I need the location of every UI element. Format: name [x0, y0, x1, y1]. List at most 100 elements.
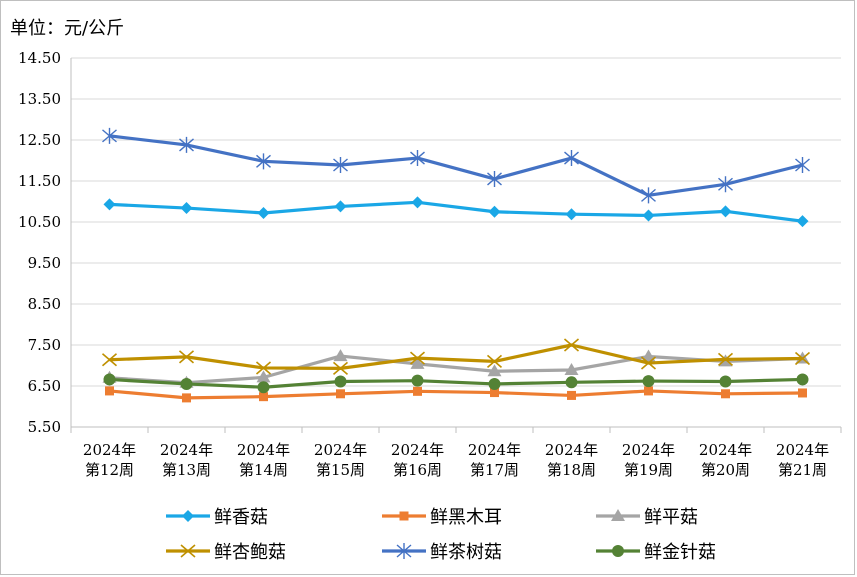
- data-point: [488, 205, 501, 218]
- legend-item: 鲜香菇: [166, 507, 268, 528]
- unit-label: 单位：元/公斤: [10, 18, 125, 39]
- data-point: [256, 370, 271, 383]
- legend-label: 鲜香菇: [214, 507, 268, 528]
- legend-label: 鲜金针菇: [644, 542, 716, 563]
- data-point: [490, 388, 499, 398]
- legend-label: 鲜平菇: [644, 507, 698, 528]
- data-point: [641, 349, 656, 362]
- x-tick-label: 2024年第21周: [776, 441, 829, 479]
- data-point: [180, 377, 193, 390]
- legend-marker: [612, 545, 624, 557]
- data-point: [564, 363, 579, 376]
- data-point: [180, 202, 193, 215]
- data-point: [411, 374, 424, 387]
- data-point: [102, 127, 117, 144]
- data-point: [642, 209, 655, 222]
- x-tick-label: 2024年第12周: [83, 441, 136, 479]
- series-line: [109, 134, 803, 197]
- data-point: [333, 157, 348, 174]
- x-tick-label: 2024年第18周: [545, 441, 598, 479]
- legend-label: 鲜黑木耳: [430, 507, 502, 528]
- legend-item: 鲜黑木耳: [382, 507, 502, 528]
- series-layer: [101, 127, 811, 403]
- data-point: [410, 356, 425, 369]
- x-tick-label: 2024年第19周: [622, 441, 675, 479]
- data-point: [178, 350, 195, 364]
- series-4: [102, 127, 810, 204]
- legend-marker: [399, 511, 409, 521]
- legend-marker: [182, 510, 194, 522]
- series-0: [103, 196, 809, 228]
- data-point: [640, 356, 657, 370]
- y-tick-label: 11.50: [18, 172, 61, 190]
- series-line: [109, 354, 803, 385]
- legend-item: 鲜茶树菇: [382, 542, 502, 563]
- data-point: [336, 389, 345, 399]
- axes: 5.50 6.50 7.50 8.50 9.50 10.50 11.50 12.50 13.50…: [18, 49, 842, 479]
- legend-item: 鲜平菇: [596, 507, 698, 528]
- legend-label: 鲜杏鲍菇: [214, 542, 286, 563]
- data-point: [105, 386, 114, 396]
- data-point: [795, 157, 810, 174]
- y-tick-label: 10.50: [18, 213, 61, 231]
- data-point: [101, 353, 118, 367]
- y-tick-label: 6.50: [28, 377, 61, 395]
- data-point: [796, 215, 809, 228]
- data-point: [565, 376, 578, 389]
- y-tick-label: 12.50: [18, 131, 61, 149]
- data-point: [719, 205, 732, 218]
- data-point: [257, 206, 270, 219]
- x-tick-label: 2024年第17周: [468, 441, 521, 479]
- data-point: [487, 170, 502, 187]
- legend-label: 鲜茶树菇: [430, 542, 502, 563]
- data-point: [103, 198, 116, 211]
- data-point: [796, 373, 809, 386]
- data-point: [641, 187, 656, 204]
- data-point: [644, 386, 653, 396]
- data-point: [487, 364, 502, 377]
- series-line: [109, 389, 803, 400]
- data-point: [486, 354, 503, 369]
- data-point: [257, 381, 270, 394]
- data-point: [565, 208, 578, 221]
- data-point: [334, 375, 347, 388]
- y-tick-label: 14.50: [18, 49, 61, 67]
- legend-item: 鲜杏鲍菇: [166, 542, 286, 563]
- data-point: [413, 386, 422, 396]
- series-5: [103, 373, 809, 394]
- y-tick-label: 5.50: [28, 418, 61, 436]
- data-point: [333, 349, 348, 362]
- data-point: [103, 373, 116, 386]
- series-3: [101, 338, 811, 375]
- data-point: [563, 338, 580, 352]
- data-point: [409, 351, 426, 365]
- data-point: [410, 150, 425, 167]
- data-point: [717, 352, 734, 366]
- data-point: [411, 196, 424, 209]
- series-1: [105, 386, 807, 403]
- data-point: [256, 153, 271, 170]
- data-point: [179, 136, 194, 153]
- data-point: [718, 176, 733, 193]
- y-tick-label: 7.50: [28, 336, 61, 354]
- x-tick-label: 2024年第16周: [391, 441, 444, 479]
- data-point: [259, 392, 268, 402]
- series-line: [109, 200, 803, 223]
- x-tick-label: 2024年第15周: [314, 441, 367, 479]
- data-point: [332, 361, 349, 375]
- data-point: [721, 389, 730, 399]
- gridlines: [71, 57, 841, 428]
- x-tick-label: 2024年第14周: [237, 441, 290, 479]
- x-tick-label: 2024年第20周: [699, 441, 752, 479]
- y-tick-label: 8.50: [28, 295, 61, 313]
- data-point: [334, 200, 347, 213]
- data-point: [567, 390, 576, 400]
- legend-marker: [180, 544, 196, 558]
- data-point: [488, 377, 501, 390]
- y-tick-label: 13.50: [18, 90, 61, 108]
- series-line: [109, 377, 803, 389]
- y-tick-label: 9.50: [28, 254, 61, 272]
